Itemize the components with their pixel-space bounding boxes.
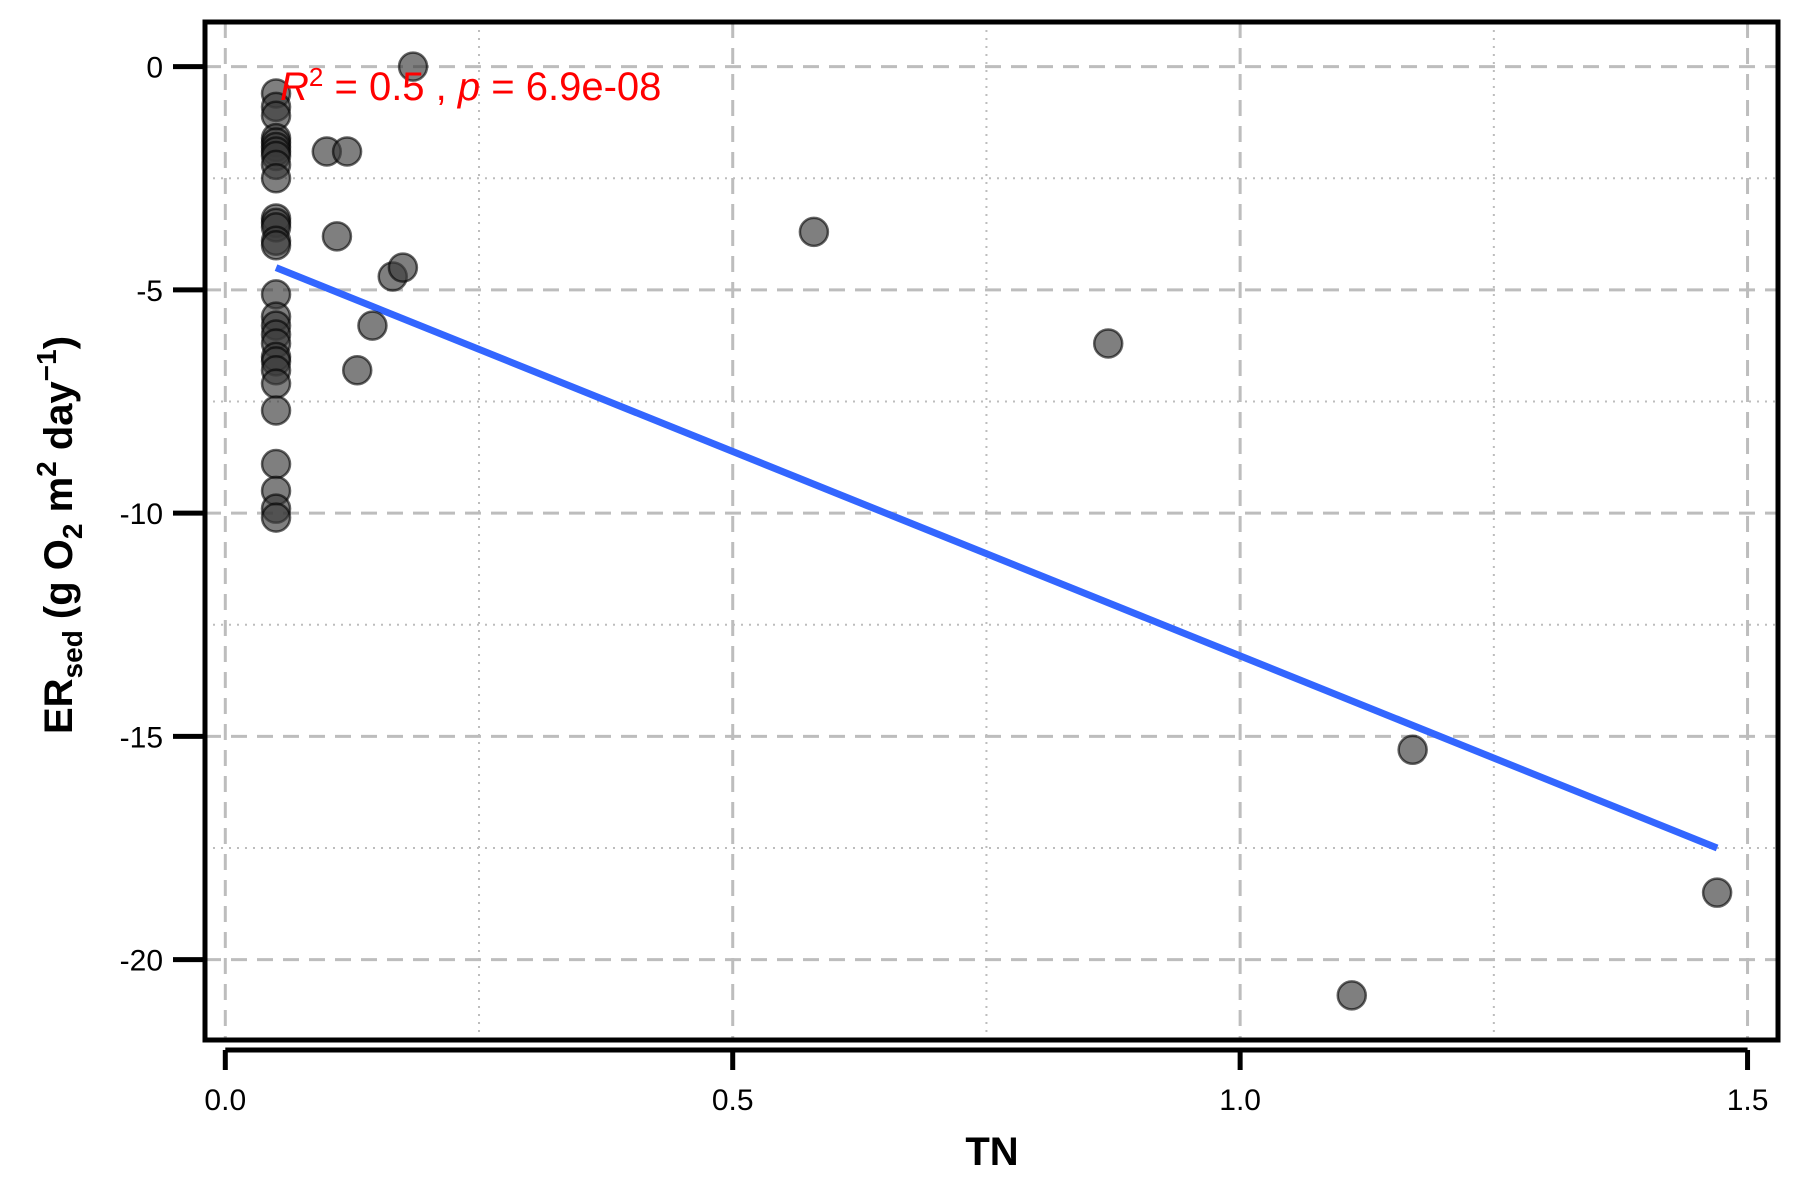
data-point — [260, 395, 292, 426]
x-tick-label: 1.5 — [1727, 1084, 1769, 1117]
data-point — [331, 136, 363, 167]
regression-line-layer — [274, 264, 1719, 852]
y-title-day-superscript: −1 — [31, 349, 62, 381]
r-squared-superscript: 2 — [309, 62, 323, 92]
y-title-subscript: sed — [57, 630, 88, 678]
data-point — [1701, 877, 1733, 908]
y-axis-title: ERsed (g O2 m2 day−1) — [31, 336, 88, 734]
data-point — [260, 229, 292, 261]
y-title-unit-close: ) — [37, 336, 81, 349]
data-point — [341, 355, 373, 386]
data-point — [260, 502, 292, 533]
plot-panel-border — [202, 19, 1781, 1043]
data-point — [321, 221, 353, 252]
regression-stats-annotation: R2 = 0.5 , p = 6.9e-08 — [280, 62, 661, 109]
grid-lines — [205, 22, 1778, 1040]
x-tick-label: 0.5 — [712, 1084, 754, 1117]
y-title-unit-m: m — [37, 477, 81, 524]
y-tick-label: -10 — [120, 498, 163, 531]
y-title-o2-subscript: 2 — [57, 524, 88, 540]
y-title-unit-day: day — [37, 380, 81, 461]
data-point — [798, 216, 830, 248]
data-point — [1336, 980, 1368, 1011]
data-point — [357, 310, 388, 341]
p-symbol: p — [457, 65, 480, 109]
data-point — [260, 368, 292, 399]
data-point — [397, 51, 429, 82]
y-tick-label: 0 — [146, 52, 163, 85]
y-tick-label: -20 — [120, 945, 163, 978]
x-tick-label: 1.0 — [1219, 1084, 1261, 1117]
y-title-m-superscript: 2 — [31, 461, 62, 477]
data-point — [260, 448, 292, 480]
r-squared-value: = 0.5 , — [323, 65, 458, 109]
data-point — [1397, 734, 1428, 766]
data-points — [260, 51, 1733, 1011]
data-point — [260, 163, 292, 194]
y-tick-label: -5 — [136, 275, 163, 308]
y-title-unit-open: (g O — [37, 539, 81, 630]
y-title-main: ER — [37, 678, 81, 734]
data-point — [1092, 328, 1124, 359]
x-tick-label: 0.0 — [204, 1084, 246, 1117]
data-point — [387, 252, 419, 283]
regression-line — [274, 264, 1719, 852]
p-value: = 6.9e-08 — [480, 65, 661, 109]
x-axis-title: TN — [965, 1130, 1018, 1174]
r-squared-symbol: R — [280, 65, 309, 109]
y-tick-label: -15 — [120, 721, 163, 754]
axes: 0.0 0.5 1.0 1.5 0 -5 -10 -15 -20 — [120, 52, 1769, 1117]
